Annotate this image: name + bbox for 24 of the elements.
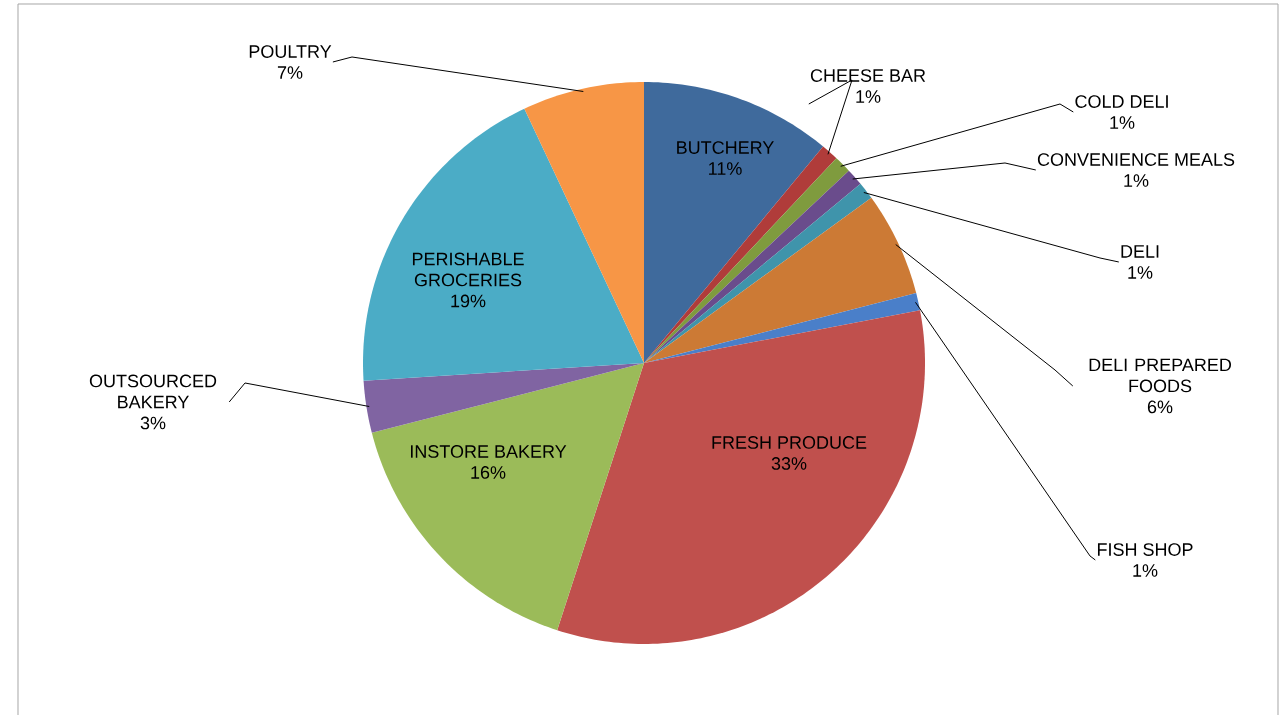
slice-label: INSTORE BAKERY	[410, 445, 567, 458]
slice-label: OUTSOURCED BAKERY	[89, 374, 217, 409]
data-label: 3%	[140, 416, 166, 430]
data-label: 1%	[1133, 564, 1158, 577]
slice-label: POULTRY	[249, 45, 332, 58]
slice-label: BUTCHERY	[677, 141, 774, 154]
slice-label: FISH SHOP	[1097, 543, 1193, 556]
data-label: 1%	[1110, 116, 1135, 129]
slice-label: COLD DELI	[1075, 95, 1168, 108]
data-label: 1%	[1128, 266, 1153, 279]
slice-label: CHEESE BAR	[810, 69, 926, 82]
data-label: 7%	[277, 66, 303, 79]
slice-label: PERISHABLE GROCERIES	[412, 252, 524, 287]
slice-label: DELI PREPARED FOODS	[1089, 358, 1232, 393]
data-label: 1%	[1124, 174, 1149, 187]
data-label: 11%	[709, 162, 742, 175]
slice-label: DELI	[1121, 245, 1159, 258]
data-label: 19%	[451, 294, 486, 308]
slice-label: FRESH PRODUCE	[712, 436, 867, 449]
data-label: 33%	[771, 457, 807, 470]
data-label: 1%	[856, 90, 881, 103]
slice-label: CONVENIENCE MEALS	[1037, 153, 1235, 166]
data-label: 6%	[1147, 400, 1173, 414]
data-label: 16%	[471, 466, 506, 479]
